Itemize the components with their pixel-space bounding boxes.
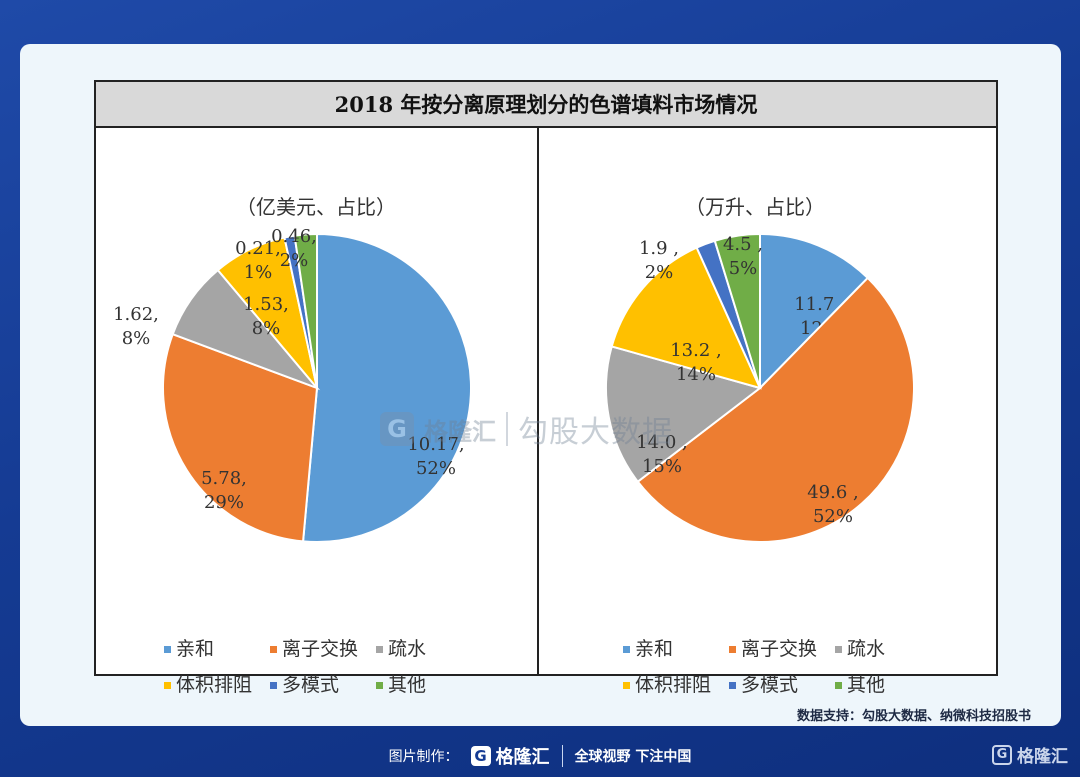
pie-slice [293,232,318,389]
slice-percent-label: 52% [813,506,853,527]
slice-value-label: 49.6 , [807,482,859,503]
chart-title: 2018 年按分离原理划分的色谱填料市场情况 [96,82,996,128]
pie-slice [713,232,761,389]
legend-label: 体积排阻 [635,674,711,696]
chart-card: 2018 年按分离原理划分的色谱填料市场情况 （亿美元、占比） 10.17, 52%… [20,44,1061,726]
legend-swatch [270,682,277,689]
pie-slice [605,345,763,484]
footer-made-by: 图片制作： [388,749,459,765]
legend-label: 多模式 [282,674,339,696]
legend-label: 离子交换 [741,638,817,660]
slice-percent-label: 14% [676,364,716,385]
corner-logo-icon: G [992,744,1012,765]
legend-label: 疏水 [847,638,885,660]
slice-value-label: 14.0 , [636,432,688,453]
slice-percent-label: 8% [122,328,151,349]
footer-logo-icon: G [470,746,491,766]
slice-value-label: 0.21, [235,238,281,259]
legend-label: 其他 [388,674,426,696]
pie-chart-value: （亿美元、占比） 10.17, 52% 5.78, 29% 1.62, 8% 1.53, 8% 0… [113,195,472,696]
legend-swatch [164,682,171,689]
slice-percent-label: 5% [729,258,758,279]
pie-subtitle: （万升、占比） [685,195,825,219]
panel-divider [537,128,539,674]
footer: 图片制作： G 格隆汇 全球视野 下注中国 [0,736,1080,776]
legend-swatch [376,646,383,653]
legend-label: 亲和 [635,638,673,660]
data-source: 数据支持：勾股大数据、纳微科技招股书 [796,709,1031,724]
slice-value-label: 1.9 , [639,238,679,259]
footer-slogan: 全球视野 下注中国 [574,749,692,765]
legend-swatch [729,646,736,653]
slice-value-label: 4.5 , [723,234,763,255]
pie-slice [301,232,472,543]
slice-percent-label: 1% [244,262,273,283]
slice-percent-label: 29% [204,492,244,513]
legend-swatch [376,682,383,689]
pie-slice [636,276,915,543]
slice-value-label: 1.53, [243,294,289,315]
slice-percent-label: 8% [252,318,281,339]
legend-swatch [270,646,277,653]
slice-value-label: 0.46, [271,226,317,247]
pie-slice [759,232,870,391]
chart-frame: 2018 年按分离原理划分的色谱填料市场情况 （亿美元、占比） 10.17, 52%… [94,80,998,696]
legend-swatch [835,682,842,689]
slice-value-label: 1.62, [113,304,159,325]
slice-percent-label: 52% [416,458,456,479]
legend-label: 其他 [847,674,885,696]
pie-chart-volume: （万升、占比）11.7 ,12%49.6 ,52%14.0 ,15%13.2 ,… [605,195,915,696]
legend-swatch [164,646,171,653]
legend-swatch [623,646,630,653]
pie-slice [610,246,762,390]
slice-value-label: 11.7 , [794,294,846,315]
footer-brand: 格隆汇 [495,747,550,768]
slice-percent-label: 15% [642,456,682,477]
pie-slice [162,332,319,543]
legend-swatch [729,682,736,689]
slice-percent-label: 2% [280,250,309,271]
slice-percent-label: 2% [645,262,674,283]
slice-value-label: 10.17, [407,434,464,455]
slice-value-label: 5.78, [201,468,247,489]
legend-label: 疏水 [388,638,426,660]
legend-label: 多模式 [741,674,798,696]
slice-value-label: 13.2 , [670,340,722,361]
legend-swatch [835,646,842,653]
corner-logo-brand: 格隆汇 [1017,747,1068,767]
footer-separator [561,745,563,767]
corner-logo: G 格隆汇 [992,742,1068,767]
legend-label: 离子交换 [282,638,358,660]
pie-subtitle: （亿美元、占比） [236,195,396,219]
legend-swatch [623,682,630,689]
legend-label: 亲和 [176,638,214,660]
legend-label: 体积排阻 [176,674,252,696]
footer-logo: G 格隆汇 [470,743,550,769]
